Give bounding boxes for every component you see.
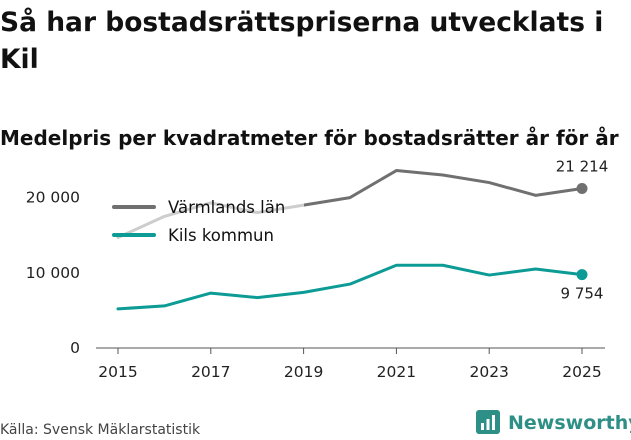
x-tick-label: 2019 [284, 363, 323, 381]
bar-chart-icon [476, 410, 500, 434]
x-tick-label: 2021 [377, 363, 416, 381]
source-note: Källa: Svensk Mäklarstatistik [0, 422, 201, 438]
legend-label: Värmlands län [168, 198, 285, 217]
series-end-point [576, 182, 588, 194]
x-tick-label: 2023 [469, 363, 508, 381]
chart-title: Så har bostadsrättspriserna utvecklats i… [0, 7, 604, 75]
newsworthy-logo: Newsworthy [476, 408, 631, 438]
legend-label: Kils kommun [168, 226, 274, 245]
x-tick-label: 2025 [562, 363, 601, 381]
y-tick-label: 0 [70, 339, 80, 357]
series-end-point [576, 269, 588, 281]
x-tick-label: 2015 [98, 363, 137, 381]
end-value-label: 9 754 [561, 285, 604, 303]
series-line-1 [116, 263, 584, 311]
line-chart: 2015 2017 2019 2021 2023 2025 0 10 000 20 000 Vä… [26, 157, 609, 381]
brand-name: Newsworthy [508, 412, 631, 434]
y-tick-label: 10 000 [26, 264, 80, 282]
end-value-label: 21 214 [556, 157, 609, 175]
chart-subtitle: Medelpris per kvadratmeter för bostadsrä… [0, 126, 619, 150]
y-tick-label: 20 000 [26, 189, 80, 207]
x-tick-label: 2017 [191, 363, 230, 381]
